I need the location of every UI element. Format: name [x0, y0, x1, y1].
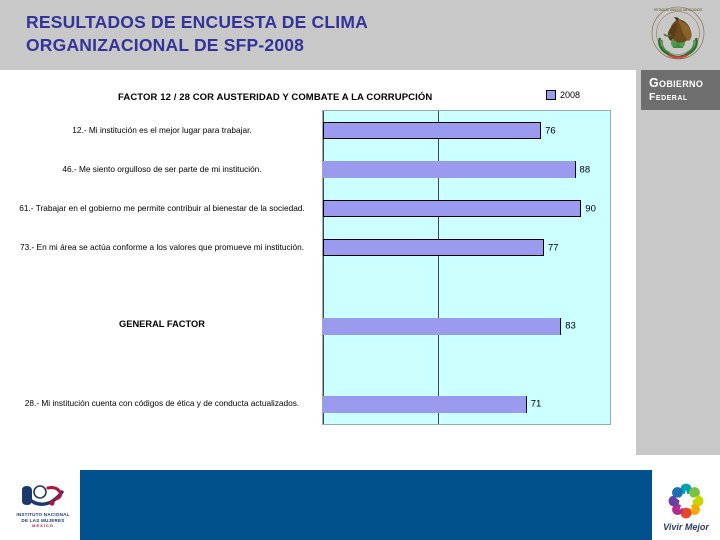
- national-crest-icon: ESTADOS UNIDOS MEXICANOS: [642, 2, 714, 64]
- axis-midline: [437, 111, 439, 424]
- category-label: 46.- Me siento orgulloso de ser parte de…: [62, 163, 262, 174]
- bar: [323, 161, 576, 179]
- page-title-line-1: RESULTADOS DE ENCUESTA DE CLIMA: [26, 12, 368, 32]
- legend-label-2008: 2008: [560, 90, 581, 100]
- category-label: 73.- En mi área se actúa conforme a los …: [19, 241, 305, 252]
- page-title-line-2: ORGANIZACIONAL DE SFP-2008: [26, 35, 305, 56]
- escudo-nacional-svg: ESTADOS UNIDOS MEXICANOS: [651, 6, 705, 60]
- category-axis-labels: 12.- Mi institución es el mejor lugar pa…: [6, 110, 329, 425]
- federal-label: Federal: [649, 90, 688, 103]
- bar-row: 76: [323, 122, 610, 140]
- vivir-mejor-label: Vivir Mejor: [663, 522, 709, 532]
- chart-container: FACTOR 12 / 28 COR AUSTERIDAD Y COMBATE …: [0, 70, 636, 455]
- vivir-mejor-flower-icon: [668, 483, 704, 519]
- vivir-mejor-logo: Vivir Mejor: [652, 476, 720, 538]
- chart-legend: 2008: [546, 90, 580, 100]
- bar-row: 88: [323, 161, 610, 179]
- legend-swatch-2008: [546, 90, 556, 100]
- bar: [323, 122, 542, 140]
- bar: [323, 395, 527, 413]
- chart-title: FACTOR 12 / 28 COR AUSTERIDAD Y COMBATE …: [118, 92, 433, 103]
- category-label: 12.- Mi institución es el mejor lugar pa…: [72, 124, 252, 135]
- inmujeres-line-2: DE LAS MUJERES: [21, 517, 65, 523]
- inmujeres-mark-icon: [22, 484, 64, 506]
- bar-series-2008: 76 88 90 77 83 71: [323, 111, 610, 424]
- inmujeres-line-3: MÉXICO: [32, 523, 54, 529]
- bar-row: 90: [323, 200, 610, 218]
- bar-value-label: 83: [565, 320, 576, 332]
- category-axis-line: [323, 111, 324, 424]
- inmujeres-line-1: INSTITUTO NACIONAL: [16, 511, 70, 517]
- bar: [323, 317, 562, 335]
- bar-row: 83: [323, 317, 610, 335]
- footer-white-strip: [0, 455, 720, 470]
- bar-value-label: 77: [547, 242, 559, 254]
- bar: [323, 200, 582, 218]
- bar-value-label: 71: [530, 398, 542, 410]
- inmujeres-wordmark: INSTITUTO NACIONAL DE LAS MUJERES MÉXICO: [16, 512, 69, 528]
- bar-value-label: 90: [585, 203, 596, 215]
- category-label: 61.- Trabajar en el gobierno me permite …: [19, 202, 305, 213]
- category-label: GENERAL FACTOR: [119, 319, 205, 330]
- gobierno-label: Gobierno: [649, 76, 704, 91]
- page-title: RESULTADOS DE ENCUESTA DE CLIMA ORGANIZA…: [26, 11, 616, 58]
- footer-blue-band-right: [640, 470, 652, 540]
- svg-text:ESTADOS UNIDOS MEXICANOS: ESTADOS UNIDOS MEXICANOS: [654, 8, 702, 12]
- footer-blue-band: [80, 470, 640, 540]
- inmujeres-logo: INSTITUTO NACIONAL DE LAS MUJERES MÉXICO: [6, 476, 80, 536]
- bar: [323, 239, 544, 257]
- header-band: RESULTADOS DE ENCUESTA DE CLIMA ORGANIZA…: [0, 0, 636, 70]
- bar-row: 71: [323, 395, 610, 413]
- bar-value-label: 76: [545, 125, 556, 137]
- plot-area: 76 88 90 77 83 71: [322, 110, 611, 425]
- bar-row: 77: [323, 239, 610, 257]
- bar-value-label: 88: [579, 164, 591, 176]
- category-label: 28.- Mi institución cuenta con códigos d…: [24, 398, 300, 409]
- gobierno-federal-logo: Gobierno Federal: [641, 70, 720, 110]
